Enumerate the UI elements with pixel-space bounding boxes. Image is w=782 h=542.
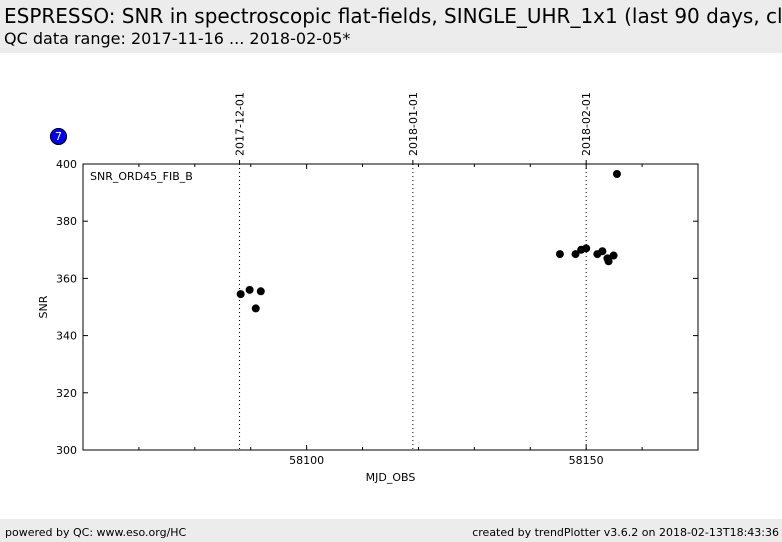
data-point xyxy=(582,244,591,253)
date-line-label: 2017-12-01 xyxy=(234,92,247,156)
data-points xyxy=(236,170,621,313)
y-tick-label: 360 xyxy=(56,272,77,285)
plot-frame xyxy=(82,163,699,451)
data-point xyxy=(571,250,580,259)
x-axis-label: MJD_OBS xyxy=(366,471,416,484)
footer-generator: created by trendPlotter v3.6.2 on 2018-0… xyxy=(472,526,779,539)
series-annotation: SNR_ORD45_FIB_B xyxy=(90,170,193,183)
y-tick-label: 320 xyxy=(56,387,77,400)
date-lines: 2017-12-01 2018-01-01 2018-02-01 xyxy=(234,92,593,450)
data-point xyxy=(609,251,618,260)
date-line-label: 2018-02-01 xyxy=(580,92,593,156)
report-footer: powered by QC: www.eso.org/HC created by… xyxy=(0,519,782,542)
date-line-label: 2018-01-01 xyxy=(407,92,420,156)
page-title: ESPRESSO: SNR in spectroscopic flat-fiel… xyxy=(4,4,782,28)
x-tick-label: 58100 xyxy=(289,454,324,467)
data-point xyxy=(251,304,260,313)
report-header: ESPRESSO: SNR in spectroscopic flat-fiel… xyxy=(0,0,782,53)
y-tick-label: 300 xyxy=(56,444,77,457)
data-point xyxy=(256,287,265,296)
y-tick-label: 380 xyxy=(56,215,77,228)
data-point xyxy=(612,170,621,179)
footer-credit: powered by QC: www.eso.org/HC xyxy=(5,526,187,539)
data-point xyxy=(236,290,245,299)
y-tick-label: 340 xyxy=(56,330,77,343)
data-point xyxy=(598,247,607,256)
x-axis: 58100 58150 xyxy=(138,164,643,467)
page-subtitle: QC data range: 2017-11-16 ... 2018-02-05… xyxy=(4,29,351,48)
data-point xyxy=(555,250,564,259)
data-point xyxy=(245,285,254,294)
y-axis: 300 320 340 360 380 400 xyxy=(56,158,698,457)
x-tick-label: 58150 xyxy=(569,454,604,467)
y-axis-label: SNR xyxy=(37,295,50,318)
y-tick-label: 400 xyxy=(56,158,77,171)
data-point xyxy=(604,257,613,266)
score-badge: 7 xyxy=(50,128,67,145)
